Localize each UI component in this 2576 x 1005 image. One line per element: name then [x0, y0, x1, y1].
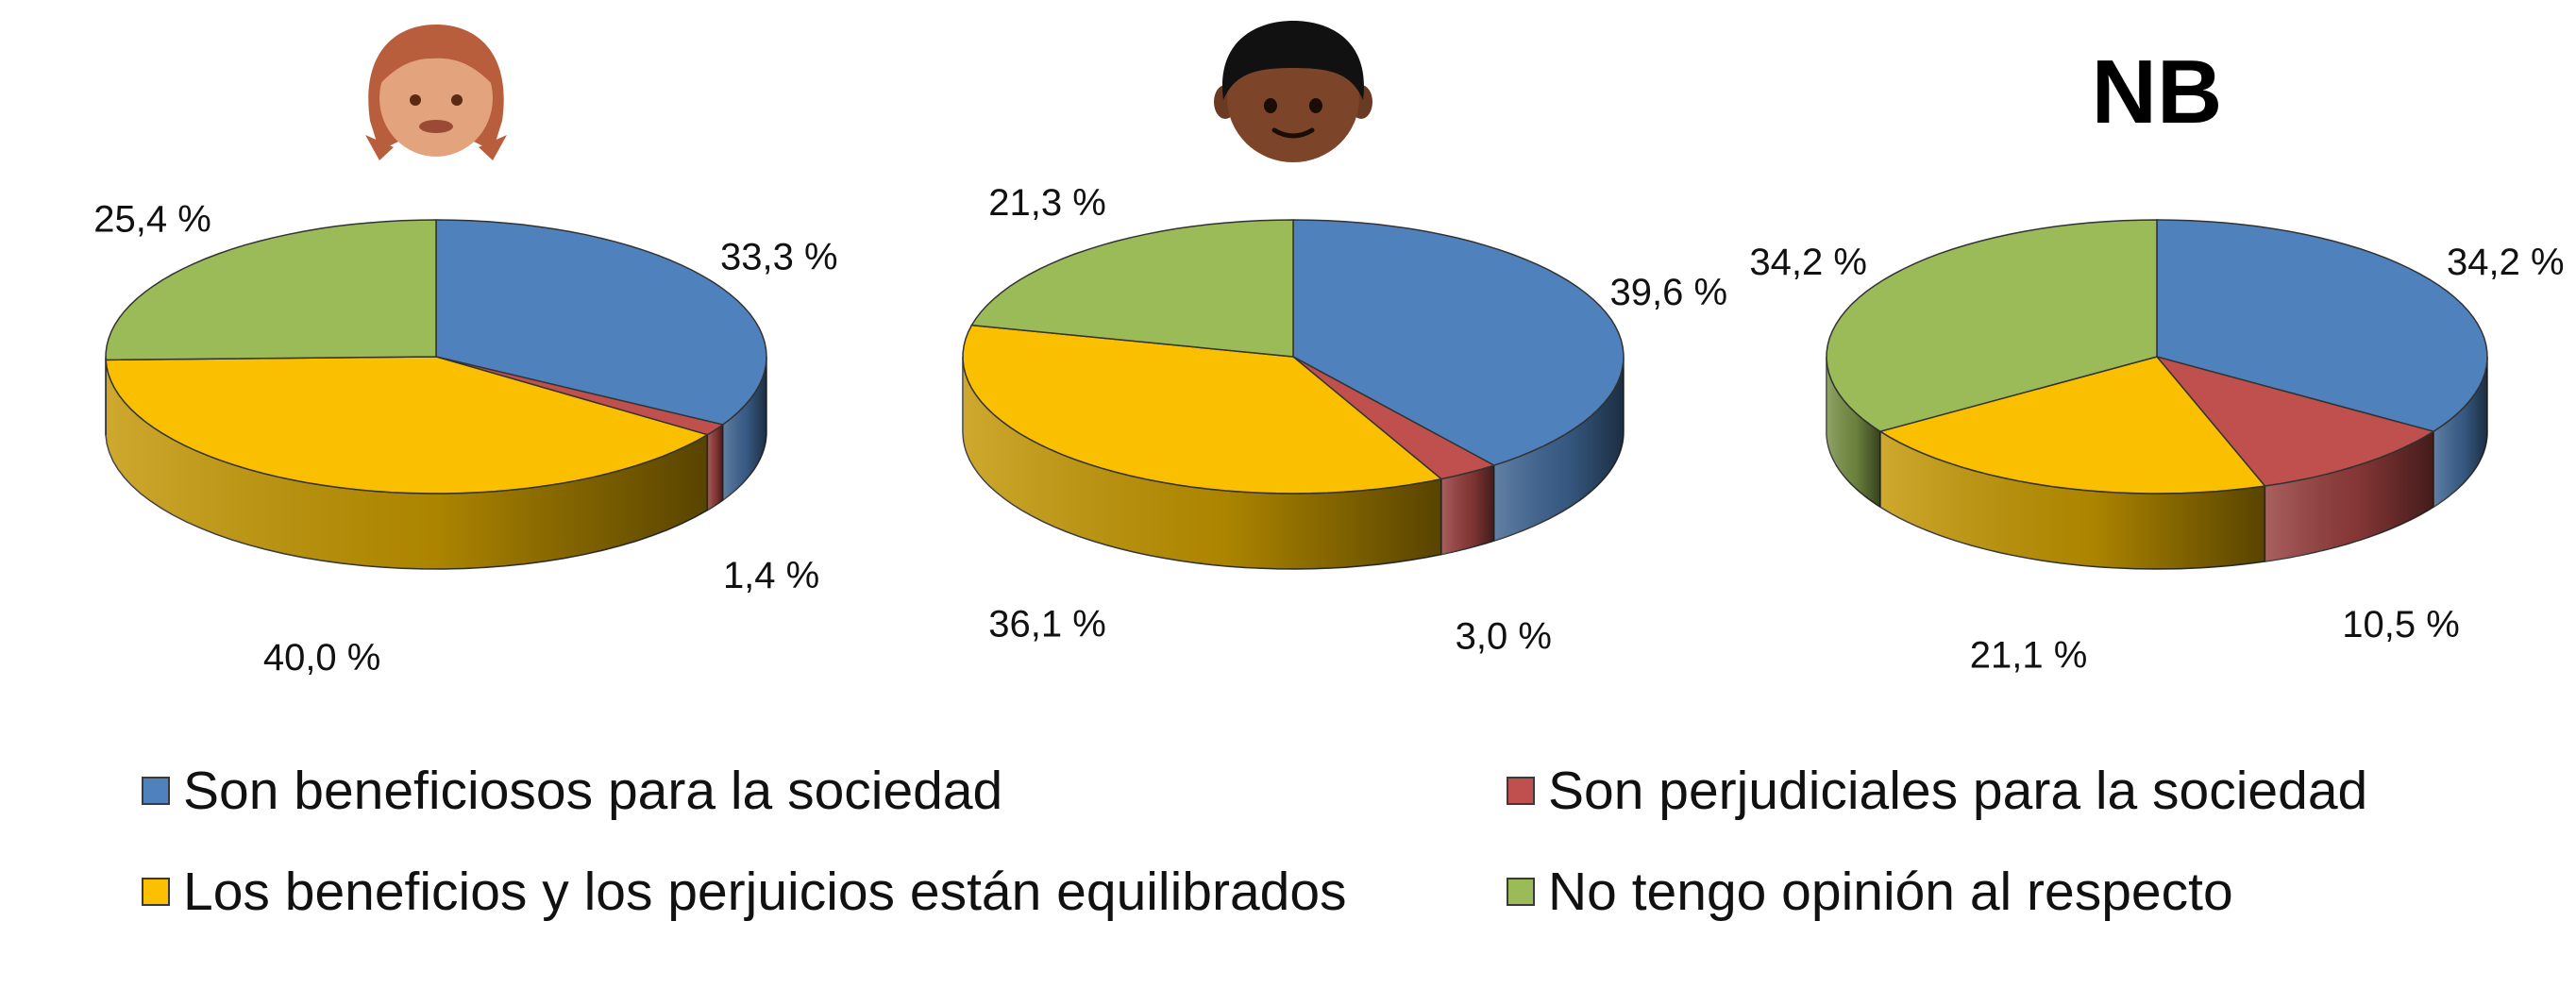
pie-1-data-label-harmful: 1,4 % [723, 555, 819, 596]
girl-face-icon [365, 25, 507, 160]
pie-chart-1 [106, 220, 766, 569]
pie-2-data-label-no_opinion: 21,3 % [988, 182, 1106, 224]
pie-chart-3 [1827, 220, 2487, 569]
pie-2-data-label-beneficial: 39,6 % [1610, 272, 1728, 313]
pie-chart-2 [963, 220, 1624, 569]
boy-face-icon [1214, 21, 1372, 162]
pie-3-data-label-beneficial: 34,2 % [2447, 242, 2565, 283]
pie-3-data-label-balanced: 21,1 % [1970, 634, 2088, 676]
pie-2-data-label-balanced: 36,1 % [988, 603, 1106, 645]
pie-2-side-shade-harmful [1441, 465, 1494, 554]
pie-2-data-label-harmful: 3,0 % [1456, 615, 1552, 657]
pie-3-header-text: NB [2092, 42, 2223, 142]
pie-3-data-label-no_opinion: 34,2 % [1749, 242, 1867, 283]
pie-1-data-label-beneficial: 33,3 % [720, 237, 838, 278]
pie-1-data-label-balanced: 40,0 % [263, 637, 381, 678]
pie-1-slice-no_opinion [106, 220, 436, 360]
pie-1-side-shade-harmful [707, 425, 722, 511]
pie-3-data-label-harmful: 10,5 % [2342, 604, 2460, 645]
pie-1-data-label-no_opinion: 25,4 % [93, 198, 211, 240]
